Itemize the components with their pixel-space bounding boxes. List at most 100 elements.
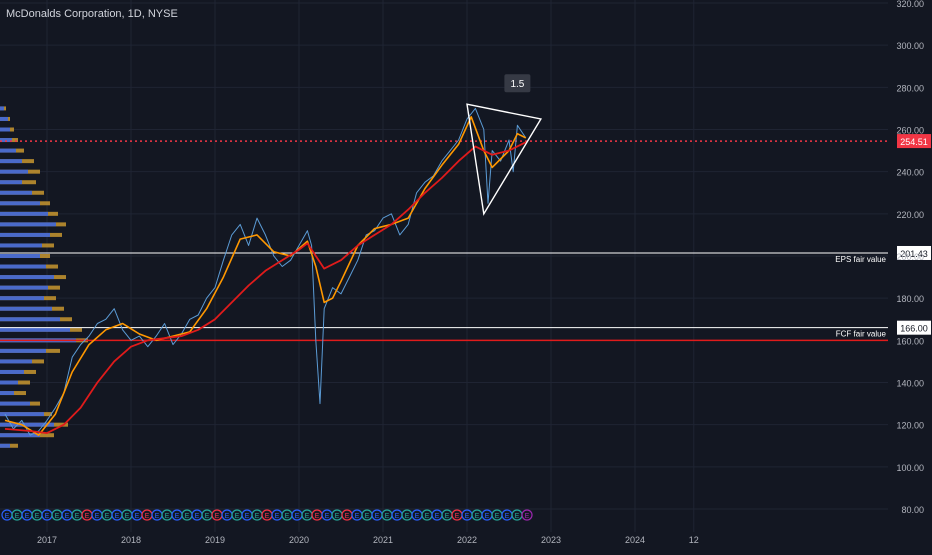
- earnings-marker-label: E: [75, 513, 80, 520]
- y-axis[interactable]: 80.00 100.00 120.00 140.00 160.00 180.00 200.0…: [896, 0, 924, 515]
- earnings-marker-label: E: [5, 513, 10, 520]
- y-tick-label: 160.00: [896, 336, 924, 346]
- earnings-marker-label: E: [85, 513, 90, 520]
- x-axis[interactable]: 2017 2018 2019 2020 2021 2022 2023 2024 12: [37, 535, 699, 545]
- earnings-marker-label: E: [305, 513, 310, 520]
- profile-bar-blue: [0, 391, 14, 396]
- earnings-marker-label: E: [455, 513, 460, 520]
- triangle-badge-bg: [504, 74, 531, 93]
- earnings-marker-label: E: [95, 513, 100, 520]
- profile-bar-blue: [0, 422, 54, 427]
- series-ma_fast: [4, 116, 527, 437]
- earnings-marker-label: E: [485, 513, 490, 520]
- earnings-marker-label: E: [275, 513, 280, 520]
- profile-bar-blue: [0, 264, 46, 269]
- earnings-marker-label: E: [135, 513, 140, 520]
- earnings-marker-label: E: [45, 513, 50, 520]
- y-tick-label: 320.00: [896, 0, 924, 9]
- reference-lines: EPS fair value 201.43 FCF fair value 166.00…: [0, 134, 931, 342]
- earnings-marker-label: E: [495, 513, 500, 520]
- profile-bar-blue: [0, 296, 44, 301]
- x-tick-label: 2017: [37, 535, 57, 545]
- profile-bar-blue: [0, 443, 10, 448]
- profile-bar-blue: [0, 222, 56, 227]
- earnings-marker-label: E: [415, 513, 420, 520]
- y-tick-label: 120.00: [896, 421, 924, 431]
- triangle-shape[interactable]: [466, 103, 543, 216]
- x-tick-label: 2022: [457, 535, 477, 545]
- profile-bar-blue: [0, 232, 50, 237]
- earnings-marker-label: E: [225, 513, 230, 520]
- profile-bar-blue: [0, 180, 22, 185]
- earnings-marker[interactable]: E: [521, 509, 533, 521]
- earnings-marker-label: E: [395, 513, 400, 520]
- profile-bar-blue: [0, 159, 22, 164]
- x-tick-label: 2024: [625, 535, 645, 545]
- earnings-marker-label: E: [445, 513, 450, 520]
- y-tick-label: 100.00: [896, 463, 924, 473]
- reference-annotation: FCF fair value: [836, 330, 887, 339]
- y-tick-label: 260.00: [896, 126, 924, 136]
- y-tick-label: 220.00: [896, 210, 924, 220]
- current-price-label: 254.51: [900, 137, 928, 147]
- profile-bar-blue: [0, 327, 70, 332]
- earnings-marker-label: E: [115, 513, 120, 520]
- reference-annotation: EPS fair value: [835, 255, 886, 264]
- earnings-marker-label: E: [315, 513, 320, 520]
- earnings-marker-label: E: [435, 513, 440, 520]
- earnings-marker-label: E: [335, 513, 340, 520]
- earnings-marker-label: E: [325, 513, 330, 520]
- earnings-marker-label: E: [505, 513, 510, 520]
- earnings-marker-label: E: [65, 513, 70, 520]
- price-tag-label: 201.43: [900, 249, 928, 259]
- earnings-marker-label: E: [145, 513, 150, 520]
- earnings-marker-label: E: [465, 513, 470, 520]
- triangle-label-badge: 1.5: [504, 74, 531, 93]
- profile-bar-blue: [0, 306, 52, 311]
- price-tag-label: 166.00: [900, 324, 928, 334]
- profile-bar-blue: [0, 433, 40, 438]
- earnings-marker-label: E: [165, 513, 170, 520]
- earnings-marker-label: E: [265, 513, 270, 520]
- earnings-marker-label: E: [255, 513, 260, 520]
- profile-bar-blue: [0, 285, 48, 290]
- profile-bar-blue: [0, 275, 54, 280]
- profile-bar-blue: [0, 211, 48, 216]
- triangle-label: 1.5: [510, 79, 524, 90]
- profile-bar-blue: [0, 243, 42, 248]
- profile-bar-blue: [0, 254, 40, 258]
- earnings-marker-label: E: [105, 513, 110, 520]
- y-tick-label: 200.00: [896, 252, 924, 262]
- y-tick-label: 140.00: [896, 379, 924, 389]
- profile-bar-blue: [0, 190, 32, 195]
- earnings-marker-label: E: [55, 513, 60, 520]
- profile-bar-blue: [0, 127, 10, 132]
- earnings-marker-label: E: [155, 513, 160, 520]
- profile-bar-blue: [0, 380, 18, 385]
- earnings-marker-label: E: [405, 513, 410, 520]
- profile-bar-blue: [0, 201, 40, 206]
- profile-bar-blue: [0, 116, 8, 121]
- triangle-drawing[interactable]: 1.5: [466, 74, 543, 216]
- earnings-marker-label: E: [375, 513, 380, 520]
- earnings-marker-label: E: [355, 513, 360, 520]
- earnings-marker-label: E: [285, 513, 290, 520]
- y-tick-label: 300.00: [896, 41, 924, 51]
- price-tag-bg: [897, 320, 931, 335]
- current-price-bg: [897, 134, 931, 149]
- profile-bar-blue: [0, 169, 28, 174]
- earnings-marker-label: E: [475, 513, 480, 520]
- series-price: [4, 107, 527, 436]
- earnings-marker-ring: [521, 509, 533, 521]
- reference-price-tag: 166.00: [897, 320, 931, 335]
- earnings-marker-label: E: [245, 513, 250, 520]
- earnings-marker-label: E: [215, 513, 220, 520]
- earnings-marker-label: E: [345, 513, 350, 520]
- earnings-marker-label: E: [195, 513, 200, 520]
- x-tick-label: 2019: [205, 535, 225, 545]
- profile-bar-blue: [0, 317, 60, 322]
